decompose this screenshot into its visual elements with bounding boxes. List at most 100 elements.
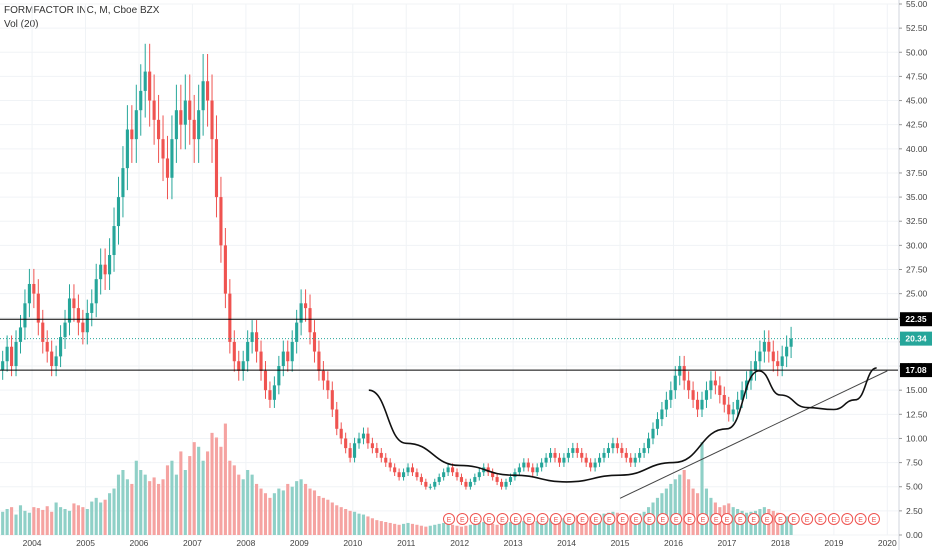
volume-bar: [148, 481, 152, 535]
candle-body: [384, 457, 388, 463]
candle-body: [10, 346, 14, 367]
earnings-marker: [589, 513, 602, 525]
candle-body: [290, 341, 294, 362]
earnings-marker: [683, 513, 696, 525]
volume-bar: [664, 488, 668, 535]
x-tick-label: 2020: [878, 538, 897, 548]
volume-bar: [308, 488, 312, 535]
candle-body: [531, 467, 535, 473]
candle-body: [397, 472, 401, 478]
earnings-marker-label: E: [473, 517, 478, 524]
cup-curve: [368, 370, 760, 483]
volume-bar: [72, 503, 76, 535]
candle-body: [192, 119, 196, 140]
candle-body: [344, 438, 348, 449]
volume-bar: [682, 470, 686, 535]
volume-bar: [10, 507, 14, 535]
volume-bar: [370, 518, 374, 535]
earnings-marker: [576, 513, 589, 525]
volume-bar: [27, 512, 31, 535]
volume-bar: [344, 509, 348, 535]
candle-body: [179, 110, 183, 125]
candle-body: [615, 443, 619, 449]
candle-body: [695, 399, 700, 410]
volume-bar: [384, 522, 388, 535]
volume-bar: [188, 456, 192, 535]
volume-bar: [731, 507, 735, 535]
volume-bar: [513, 521, 517, 535]
volume-bar: [597, 514, 602, 535]
volume-bar: [183, 470, 187, 535]
y-tick-label: 35.00: [906, 192, 928, 202]
candle-body: [63, 322, 67, 338]
candle-body: [464, 481, 468, 487]
earnings-marker-label: E: [791, 517, 796, 524]
candle-body: [27, 283, 31, 304]
volume-bar: [67, 510, 72, 535]
candle-body: [477, 472, 481, 478]
candle-body: [125, 129, 129, 169]
candle-body: [446, 467, 450, 473]
candle-body: [361, 433, 366, 439]
volume-bar: [678, 474, 682, 535]
volume-bar: [130, 483, 134, 535]
y-tick-label: 40.00: [906, 144, 928, 154]
earnings-marker: [841, 513, 854, 525]
candle-body: [762, 341, 766, 352]
earnings-marker-label: E: [765, 517, 770, 524]
volume-bar: [116, 474, 121, 535]
candle-body: [353, 443, 357, 458]
earnings-marker-label: E: [805, 517, 810, 524]
candle-body: [143, 71, 147, 91]
x-tick-label: 2006: [130, 538, 149, 548]
earnings-marker: [761, 513, 774, 525]
candle-body: [335, 409, 339, 429]
candle-body: [415, 472, 419, 478]
volume-bar: [210, 432, 214, 535]
volume-bar: [108, 493, 112, 535]
candle-body: [709, 380, 713, 391]
candle-body: [59, 337, 63, 357]
volume-bar: [161, 479, 165, 535]
volume-bar: [580, 516, 584, 535]
candle-body: [41, 322, 45, 342]
volume-bar: [304, 483, 308, 535]
y-tick-label: 0.00: [906, 530, 923, 540]
y-tick-label: 7.50: [906, 458, 923, 468]
volume-bar: [54, 502, 58, 535]
volume-bar: [23, 510, 27, 535]
volume-bar: [326, 499, 330, 535]
volume-bar: [259, 488, 263, 535]
candle-body: [326, 380, 330, 391]
candle-body: [500, 481, 504, 487]
candle-body: [321, 370, 325, 381]
indicator-title: Vol (20): [4, 19, 39, 30]
candle-body: [277, 366, 281, 386]
candle-body: [18, 327, 23, 342]
candle-body: [557, 457, 562, 463]
x-tick-label: 2017: [717, 538, 736, 548]
volume-bar: [268, 497, 272, 535]
earnings-marker-label: E: [594, 517, 599, 524]
candle-body: [606, 448, 611, 453]
earnings-marker: [616, 513, 629, 525]
candle-body: [165, 158, 170, 178]
candle-body: [549, 452, 553, 458]
volume-bar: [59, 507, 63, 535]
volume-bar: [695, 493, 700, 535]
candle-body: [624, 452, 628, 458]
earnings-marker-label: E: [527, 517, 532, 524]
earnings-marker-label: E: [554, 517, 559, 524]
volume-bar: [446, 523, 450, 535]
volume-bar: [139, 470, 143, 535]
volume-bar: [562, 518, 566, 535]
earnings-marker-label: E: [674, 517, 679, 524]
earnings-marker-label: E: [725, 517, 730, 524]
candle-body: [642, 448, 646, 453]
candle-body: [575, 448, 579, 453]
volume-bar: [491, 523, 495, 535]
volume-bar: [121, 470, 125, 535]
candle-body: [473, 477, 477, 482]
volume-bar: [428, 525, 432, 535]
